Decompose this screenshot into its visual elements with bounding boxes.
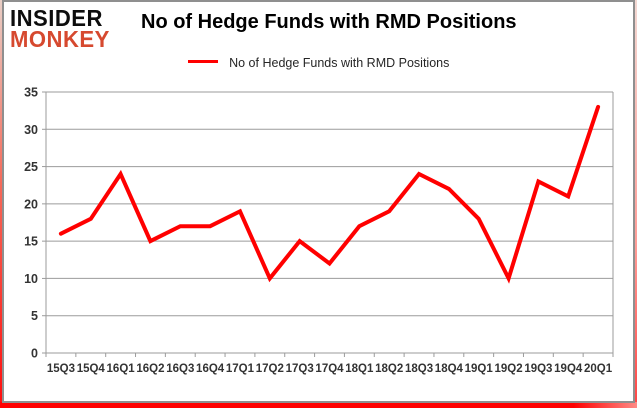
x-tick-label: 18Q3 bbox=[405, 363, 433, 375]
x-tick-label: 15Q3 bbox=[47, 363, 75, 375]
x-tick-label: 15Q4 bbox=[77, 363, 106, 375]
y-tick-label: 0 bbox=[31, 347, 38, 361]
x-tick-label: 17Q2 bbox=[256, 363, 284, 375]
x-tick-label: 20Q1 bbox=[584, 363, 613, 375]
x-tick-label: 16Q3 bbox=[166, 363, 194, 375]
x-tick-label: 16Q2 bbox=[136, 363, 164, 375]
x-tick-label: 16Q4 bbox=[196, 363, 225, 375]
x-tick-label: 19Q1 bbox=[465, 363, 494, 375]
x-tick-label: 18Q4 bbox=[435, 363, 464, 375]
red-accent-right bbox=[634, 0, 637, 408]
insider-monkey-logo: INSIDER MONKEY bbox=[10, 5, 110, 52]
red-accent-left bbox=[0, 0, 3, 408]
x-tick-label: 17Q1 bbox=[226, 363, 255, 375]
series-line bbox=[58, 104, 601, 284]
red-accent-bottom bbox=[0, 402, 637, 408]
chart-title: No of Hedge Funds with RMD Positions bbox=[141, 11, 517, 33]
x-tick-label: 16Q1 bbox=[107, 363, 136, 375]
x-tick-label: 18Q2 bbox=[375, 363, 403, 375]
y-tick-label: 20 bbox=[24, 197, 38, 211]
legend-line-swatch bbox=[187, 60, 218, 64]
y-tick-label: 15 bbox=[24, 235, 38, 249]
x-tick-label: 18Q1 bbox=[345, 363, 374, 375]
legend: No of Hedge Funds with RMD Positions bbox=[0, 54, 637, 72]
x-tick-label: 17Q3 bbox=[286, 363, 314, 375]
logo-text-insider: INSIDER bbox=[10, 5, 103, 31]
y-tick-label: 30 bbox=[24, 123, 38, 137]
x-tick-label: 19Q4 bbox=[554, 363, 583, 375]
x-tick-label: 19Q2 bbox=[494, 363, 522, 375]
x-tick-label: 19Q3 bbox=[524, 363, 552, 375]
y-tick-label: 10 bbox=[24, 272, 38, 286]
x-tick-label: 17Q4 bbox=[315, 363, 344, 375]
legend-label: No of Hedge Funds with RMD Positions bbox=[229, 55, 450, 70]
y-tick-label: 5 bbox=[31, 309, 38, 323]
y-tick-label: 25 bbox=[24, 160, 38, 174]
logo-text-monkey: MONKEY bbox=[10, 26, 110, 52]
y-tick-label: 35 bbox=[24, 86, 38, 100]
